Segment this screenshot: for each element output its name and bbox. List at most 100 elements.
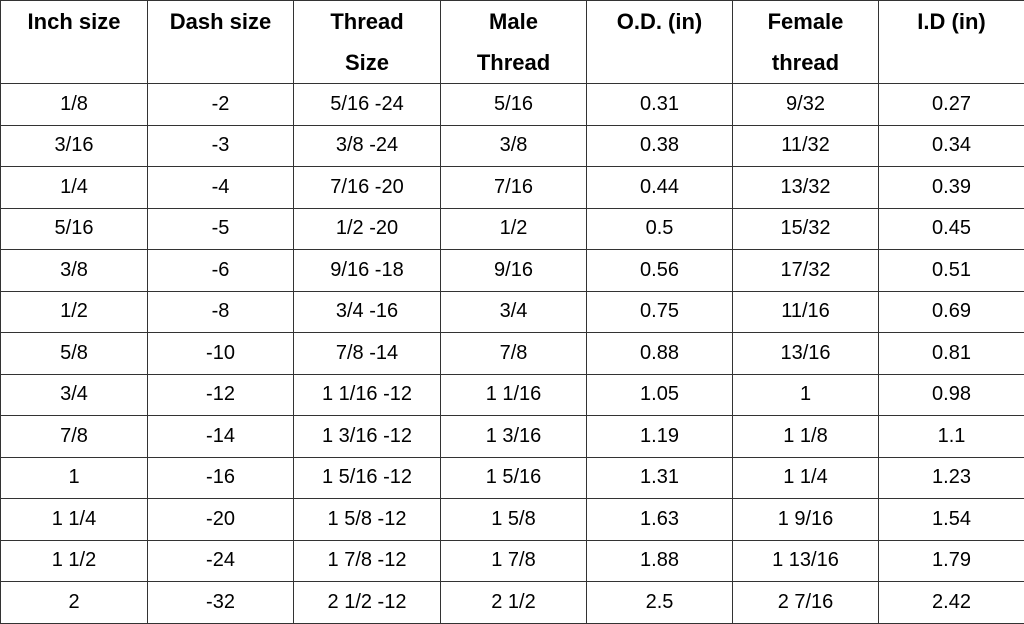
table-cell: 7/8 -14 xyxy=(294,333,441,375)
table-cell: -12 xyxy=(148,374,294,416)
table-cell: 0.81 xyxy=(879,333,1024,375)
table-cell: 0.39 xyxy=(879,167,1024,209)
table-cell: 3/16 xyxy=(1,125,148,167)
table-cell: 1 7/8 -12 xyxy=(294,540,441,582)
header-text: Thread xyxy=(294,1,440,42)
table-cell: 7/16 -20 xyxy=(294,167,441,209)
table-cell: -24 xyxy=(148,540,294,582)
table-cell: 3/4 xyxy=(1,374,148,416)
table-cell: -32 xyxy=(148,582,294,624)
table-cell: 7/8 xyxy=(441,333,587,375)
table-cell: 1 xyxy=(1,457,148,499)
table-cell: 9/16 xyxy=(441,250,587,292)
table-cell: 0.56 xyxy=(587,250,733,292)
table-cell: 1 13/16 xyxy=(733,540,879,582)
table-cell: 5/16 xyxy=(1,208,148,250)
table-cell: 7/16 xyxy=(441,167,587,209)
table-cell: 3/4 xyxy=(441,291,587,333)
table-cell: -16 xyxy=(148,457,294,499)
table-cell: 1 1/4 xyxy=(1,499,148,541)
table-cell: 2.5 xyxy=(587,582,733,624)
table-cell: 3/8 -24 xyxy=(294,125,441,167)
header-text: Thread xyxy=(441,42,586,83)
table-cell: -10 xyxy=(148,333,294,375)
table-cell: 1.88 xyxy=(587,540,733,582)
table-cell: 13/16 xyxy=(733,333,879,375)
header-text: Male xyxy=(441,1,586,42)
table-cell: 2 1/2 -12 xyxy=(294,582,441,624)
table-cell: 0.34 xyxy=(879,125,1024,167)
table-cell: 1/2 xyxy=(441,208,587,250)
table-cell: 5/16 xyxy=(441,84,587,126)
table-cell: 1.1 xyxy=(879,416,1024,458)
table-cell: 1/8 xyxy=(1,84,148,126)
table-cell: -4 xyxy=(148,167,294,209)
table-cell: 1/2 xyxy=(1,291,148,333)
header-text: I.D (in) xyxy=(879,1,1024,42)
table-cell: 0.45 xyxy=(879,208,1024,250)
table-cell: 11/16 xyxy=(733,291,879,333)
table-cell: 5/8 xyxy=(1,333,148,375)
table-cell: -3 xyxy=(148,125,294,167)
table-cell: 7/8 xyxy=(1,416,148,458)
table-cell: 0.5 xyxy=(587,208,733,250)
table-cell: 1 1/16 xyxy=(441,374,587,416)
table-cell: 2 xyxy=(1,582,148,624)
table-cell: 1 5/8 -12 xyxy=(294,499,441,541)
table-cell: 1.05 xyxy=(587,374,733,416)
table-cell: 3/8 xyxy=(441,125,587,167)
header-text: Dash size xyxy=(148,1,293,42)
header-cell: O.D. (in) xyxy=(587,1,733,84)
table-cell: 9/16 -18 xyxy=(294,250,441,292)
table-cell: 1 3/16 xyxy=(441,416,587,458)
table-cell: 2 7/16 xyxy=(733,582,879,624)
table-cell: 15/32 xyxy=(733,208,879,250)
table-cell: 0.51 xyxy=(879,250,1024,292)
table-cell: -5 xyxy=(148,208,294,250)
table-cell: 0.75 xyxy=(587,291,733,333)
table-cell: 1 5/8 xyxy=(441,499,587,541)
table-cell: 13/32 xyxy=(733,167,879,209)
table-cell: 1 1/4 xyxy=(733,457,879,499)
table-cell: 1.63 xyxy=(587,499,733,541)
table-cell: 1.31 xyxy=(587,457,733,499)
table-cell: 2 1/2 xyxy=(441,582,587,624)
table-cell: 0.38 xyxy=(587,125,733,167)
table-cell: 11/32 xyxy=(733,125,879,167)
table-cell: 1 1/8 xyxy=(733,416,879,458)
header-text: Female xyxy=(733,1,878,42)
header-cell: I.D (in) xyxy=(879,1,1024,84)
table-cell: -8 xyxy=(148,291,294,333)
table-cell: -2 xyxy=(148,84,294,126)
header-cell: Inch size xyxy=(1,1,148,84)
header-text: Size xyxy=(294,42,440,83)
table-cell: 0.27 xyxy=(879,84,1024,126)
table-cell: 3/8 xyxy=(1,250,148,292)
header-cell: Dash size xyxy=(148,1,294,84)
table-cell: 1 5/16 xyxy=(441,457,587,499)
table-cell: 1/4 xyxy=(1,167,148,209)
header-text: O.D. (in) xyxy=(587,1,732,42)
table-cell: 1.23 xyxy=(879,457,1024,499)
table-cell: 1.54 xyxy=(879,499,1024,541)
table-cell: -6 xyxy=(148,250,294,292)
table-cell: 0.44 xyxy=(587,167,733,209)
table-cell: 1/2 -20 xyxy=(294,208,441,250)
table-cell: 2.42 xyxy=(879,582,1024,624)
header-text: Inch size xyxy=(1,1,147,42)
